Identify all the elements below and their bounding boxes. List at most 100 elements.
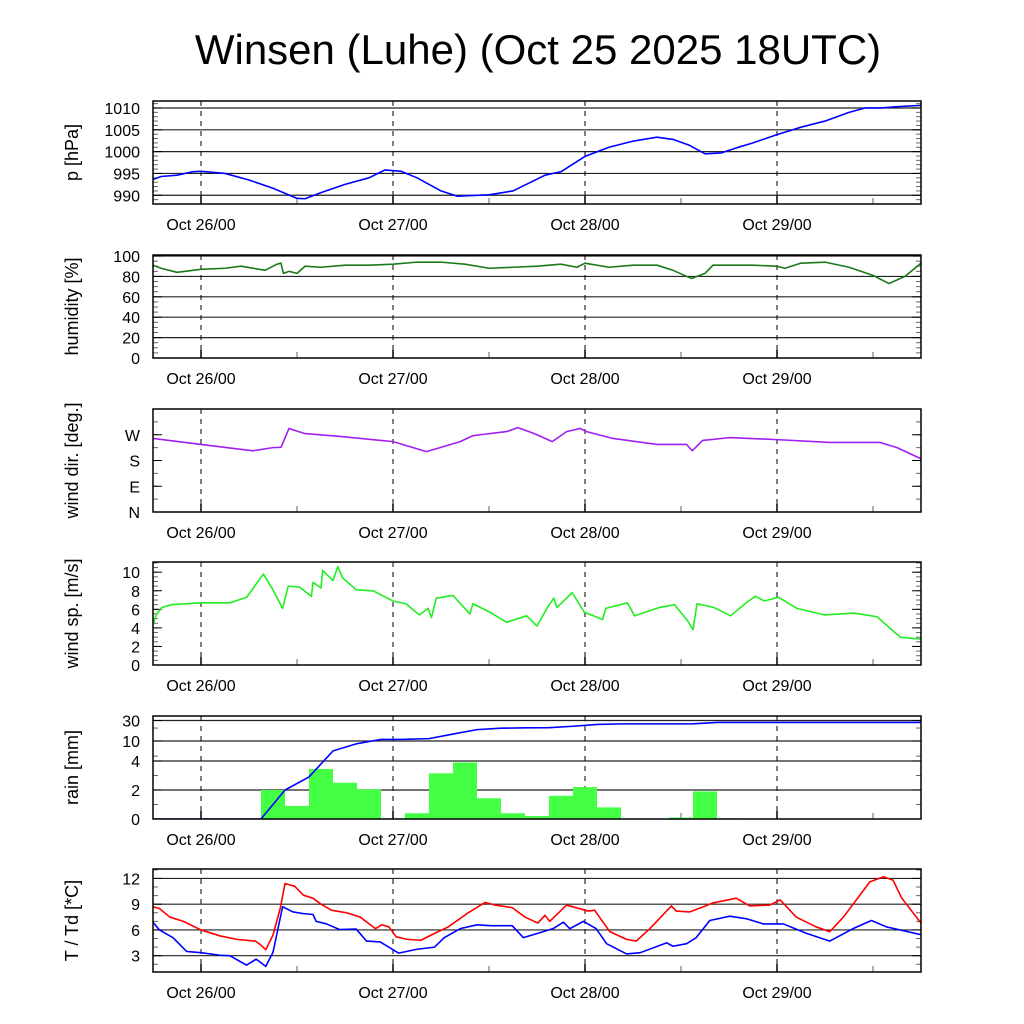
wind-direction-line [153,426,921,460]
y-tick-label: 1000 [104,145,140,162]
panel-pressure: 990 995 1000 1005 1010 Oct 26/00 Oct 27/00 Oct … [62,100,922,234]
panel-temperature: 3 6 9 12 Oct 26/00 Oct 27/00 Oct 28/00 Oct 29/0… [62,868,922,1002]
y-tick-label: 8 [131,584,140,601]
pressure-line [153,104,921,200]
plot-frame [152,715,922,820]
plot-frame [152,561,922,666]
y-tick-label: 12 [122,871,140,888]
plot-frame [152,254,922,359]
plot-frame [152,868,922,973]
panel-wind-speed: 0 24 68 10 Oct 26/00 Oct 27/00 Oct 28/00 Oct 29… [62,558,922,695]
y-tick-label: 6 [131,923,140,940]
y-tick-label: 40 [122,310,140,327]
y-tick-label: 2 [131,639,140,656]
y-axis-label: rain [mm] [62,730,82,805]
y-tick-label: 3 [131,949,140,966]
x-tick-label: Oct 28/00 [550,371,619,388]
rain-bar [453,762,477,819]
y-axis-label: wind dir. [deg.] [62,402,82,519]
y-tick-label: W [125,428,141,445]
rain-bar [333,782,357,819]
x-tick-label: Oct 29/00 [742,985,811,1002]
rain-bar [357,789,381,819]
series-group [153,104,921,200]
y-tick-label: 100 [113,249,140,266]
series-group [153,261,921,285]
y-tick-label: 20 [122,331,140,348]
x-tick-label: Oct 29/00 [742,832,811,849]
y-axis-label: wind sp. [m/s] [62,558,82,669]
x-tick-label: Oct 29/00 [742,678,811,695]
y-tick-label: 30 [122,714,140,731]
t-line [153,875,921,951]
x-tick-label: Oct 28/00 [550,217,619,234]
y-tick-label: S [129,454,140,471]
series-group [153,426,921,460]
humidity-line [153,261,921,285]
series-group [153,721,921,819]
series-group [153,875,921,968]
rain-bar [405,813,429,819]
y-axis-label: p [hPa] [62,124,82,181]
y-tick-label: 990 [113,188,140,205]
panel-humidity: 0 20 40 60 80 100 Oct 26/00 Oct 27/00 Oct 28/00 O… [62,249,922,388]
y-tick-label: 6 [131,602,140,619]
x-tick-label: Oct 27/00 [358,985,427,1002]
rain-bar [429,773,453,819]
x-tick-label: Oct 28/00 [550,832,619,849]
rain-bar [501,813,525,819]
y-tick-label: 10 [122,565,140,582]
y-tick-label: 995 [113,166,140,183]
rain-bar [573,787,597,819]
series-group [153,565,921,640]
x-tick-label: Oct 27/00 [358,371,427,388]
rain-bar [309,768,333,819]
td-line [153,905,921,968]
x-tick-label: Oct 27/00 [358,678,427,695]
x-tick-label: Oct 28/00 [550,985,619,1002]
chart-title: Winsen (Luhe) (Oct 25 2025 18UTC) [195,26,881,73]
x-tick-label: Oct 27/00 [358,217,427,234]
x-tick-label: Oct 29/00 [742,217,811,234]
y-tick-label: 1010 [104,101,140,118]
x-tick-label: Oct 27/00 [358,525,427,542]
x-tick-label: Oct 26/00 [166,371,235,388]
y-tick-label: 4 [131,754,140,771]
y-tick-label: E [129,479,140,496]
y-tick-label: N [128,505,140,522]
x-tick-label: Oct 26/00 [166,217,235,234]
y-tick-label: 10 [122,734,140,751]
x-tick-label: Oct 26/00 [166,832,235,849]
accumulated-rain-line [153,721,921,819]
y-tick-label: 4 [131,621,140,638]
rain-bar [693,791,717,819]
rain-bar [549,795,573,819]
x-tick-label: Oct 28/00 [550,525,619,542]
x-tick-label: Oct 29/00 [742,525,811,542]
rain-bar [477,798,501,819]
y-tick-label: 80 [122,269,140,286]
rain-bar [285,805,309,819]
rain-bar [525,816,549,819]
y-tick-label: 2 [131,783,140,800]
x-tick-label: Oct 29/00 [742,371,811,388]
rain-bar [597,807,621,819]
y-tick-label: 9 [131,897,140,914]
panel-rain: 0 2 4 10 30 Oct 26/00 Oct 27/00 Oct 28/00 Oct 29… [62,714,922,849]
y-tick-label: 60 [122,290,140,307]
plot-frame [152,408,922,513]
y-axis-label: T / Td [*C] [62,880,82,961]
y-tick-label: 1005 [104,123,140,140]
wind-speed-line [153,565,921,640]
y-tick-label: 0 [131,658,140,675]
y-tick-label: 0 [131,812,140,829]
x-tick-label: Oct 26/00 [166,678,235,695]
x-tick-label: Oct 28/00 [550,678,619,695]
x-tick-label: Oct 26/00 [166,985,235,1002]
y-tick-label: 0 [131,351,140,368]
x-tick-label: Oct 26/00 [166,525,235,542]
x-tick-label: Oct 27/00 [358,832,427,849]
y-axis-label: humidity [%] [62,257,82,355]
